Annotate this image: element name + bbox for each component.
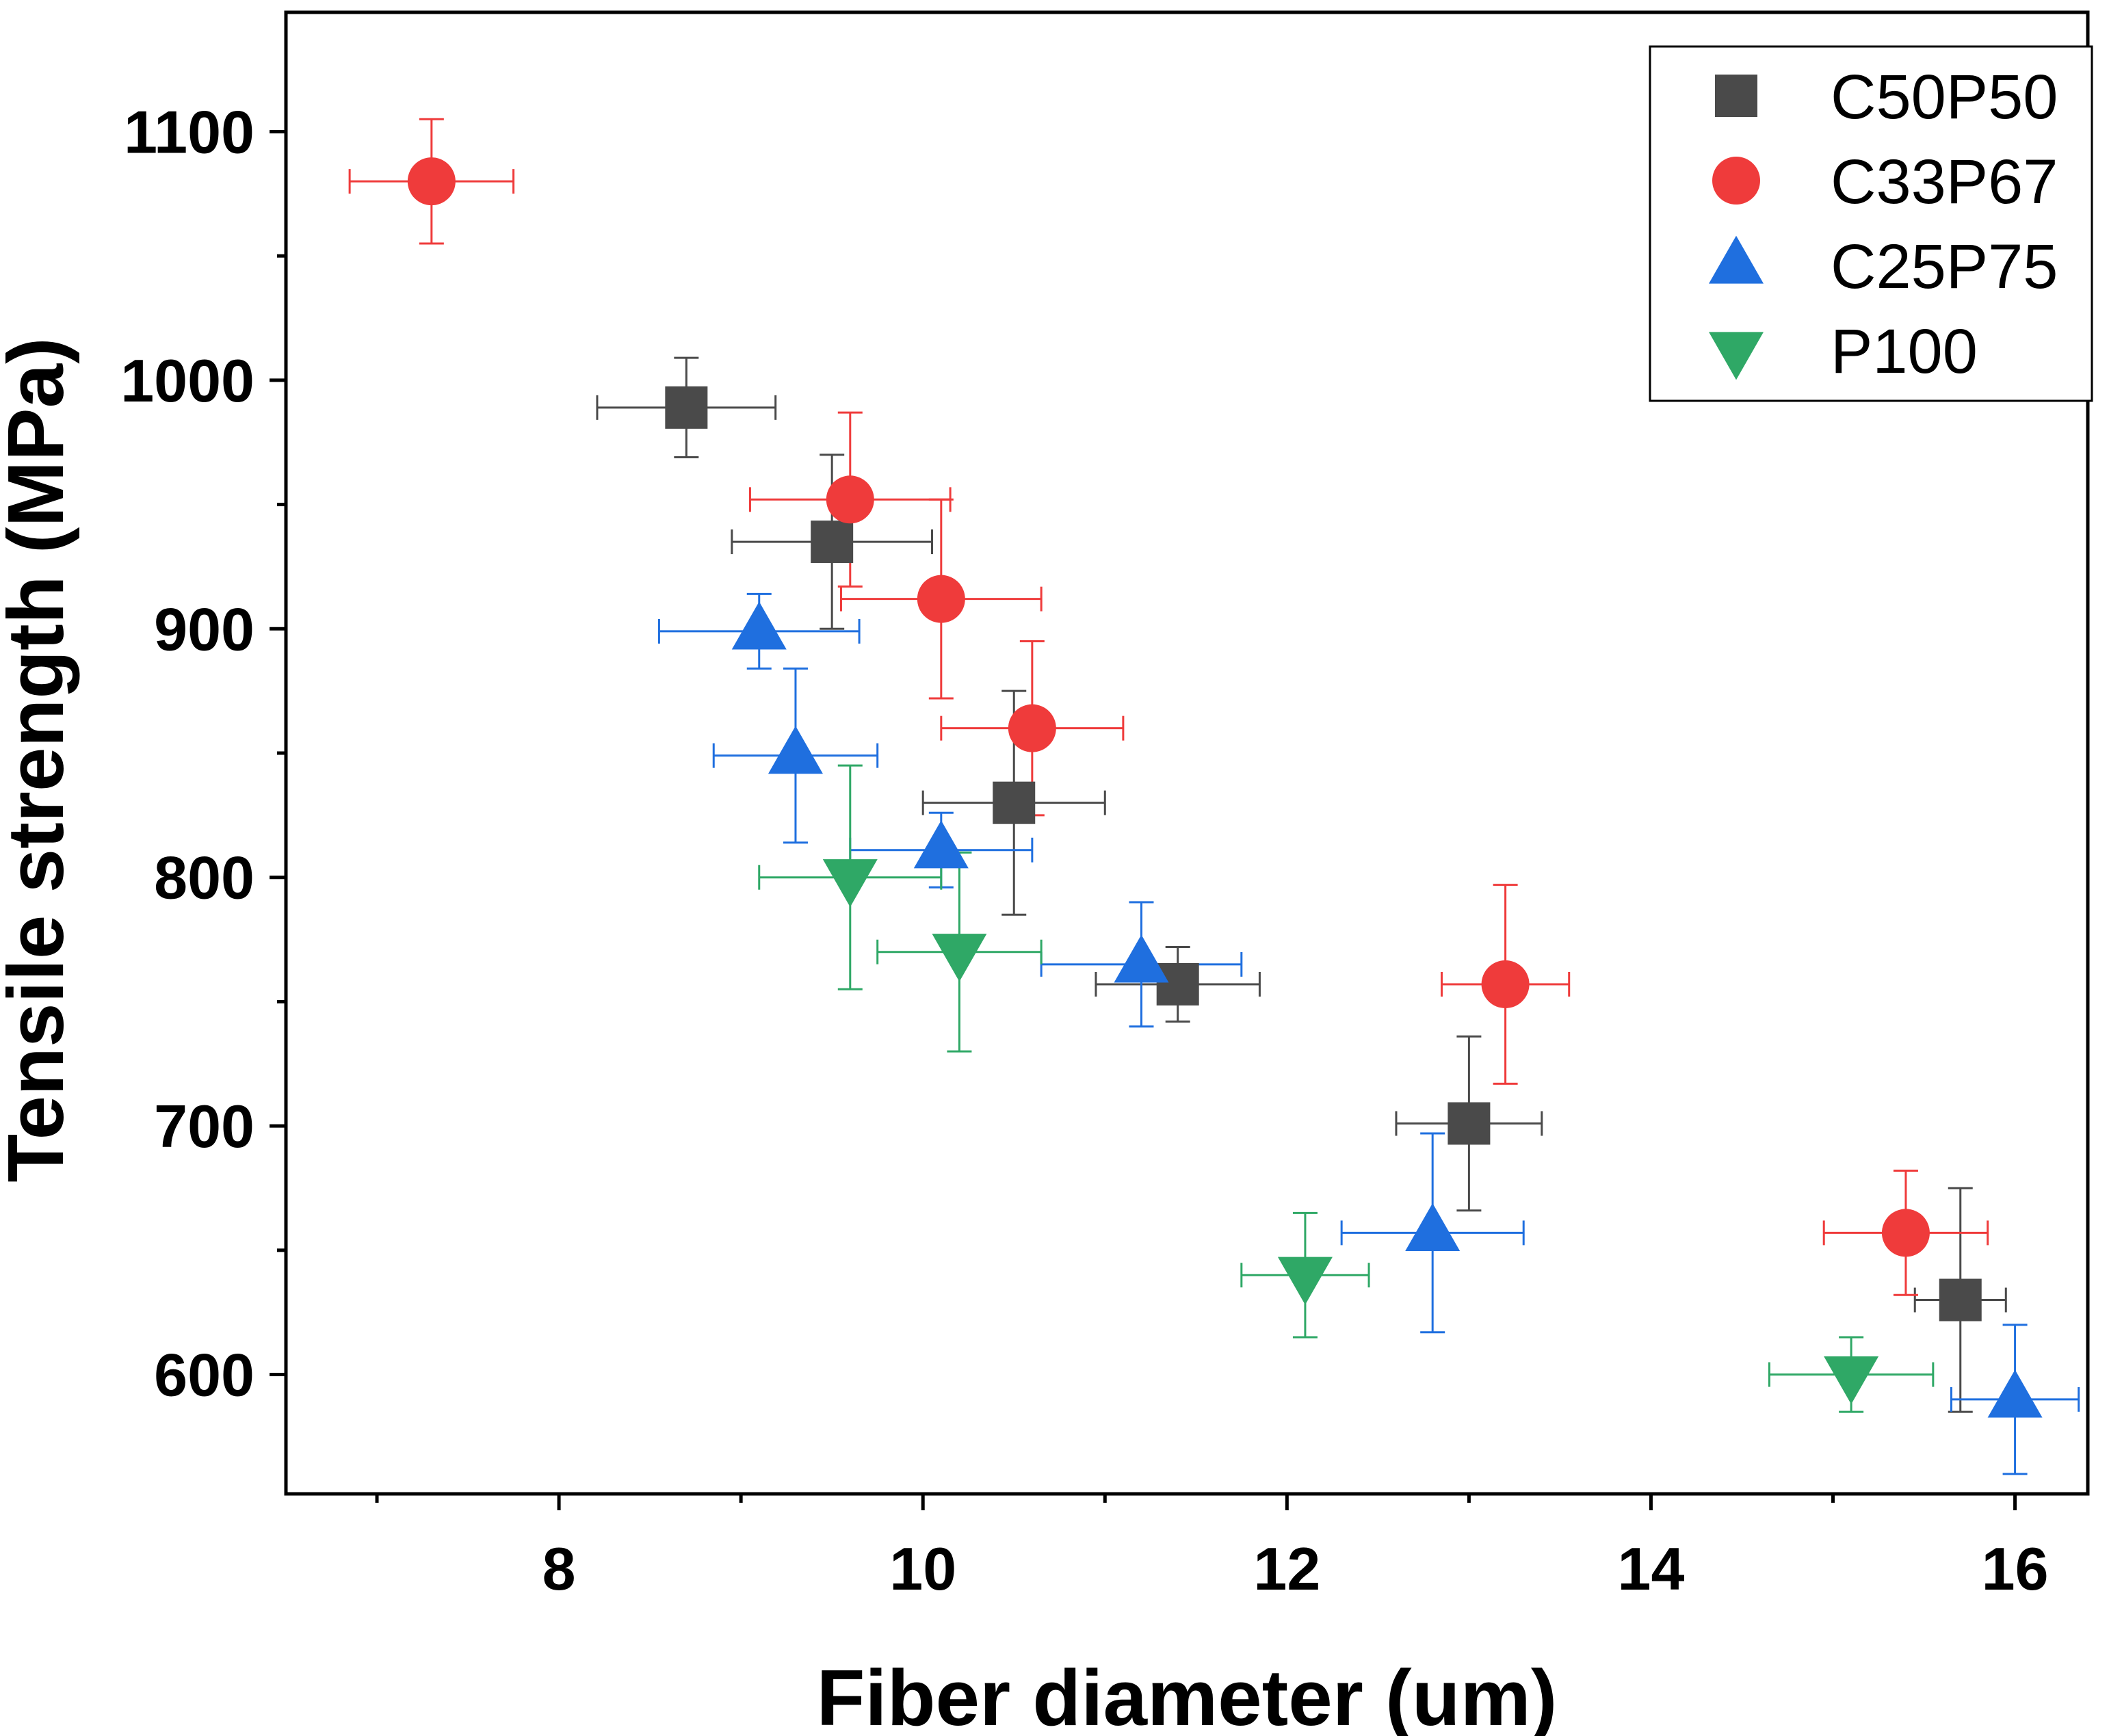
point-c33p67: [1881, 1209, 1930, 1257]
y-tick-label: 600: [154, 1341, 254, 1409]
point-c33p67: [917, 575, 965, 623]
legend: C50P50 C33P67 C25P75 P100: [1649, 45, 2093, 402]
axis-tick-labels: 8 10 12 14 16 600 700 800 900 1000 1100: [120, 98, 2048, 1603]
point-c25p75: [1114, 934, 1169, 983]
legend-item-c25p75: C25P75: [1709, 232, 2058, 302]
point-c25p75: [1405, 1203, 1460, 1252]
legend-marker-c25p75: [1709, 235, 1764, 284]
point-c50p50: [1156, 962, 1199, 1005]
point-c33p67: [407, 157, 456, 206]
y-tick-label: 900: [154, 595, 254, 663]
y-tick-label: 800: [154, 844, 254, 912]
point-c50p50: [993, 781, 1036, 824]
point-c33p67: [1481, 960, 1530, 1008]
y-axis-title: Tensile strength (MPa): [0, 337, 80, 1182]
x-tick-label: 14: [1618, 1535, 1685, 1603]
x-tick-label: 10: [889, 1535, 956, 1603]
point-p100: [822, 859, 878, 908]
y-tick-label: 1000: [120, 347, 254, 415]
markers-layer: [407, 157, 2043, 1418]
point-c50p50: [1939, 1278, 1982, 1321]
point-c25p75: [913, 820, 969, 869]
point-c50p50: [1448, 1102, 1491, 1145]
legend-label-p100: P100: [1831, 317, 1978, 386]
legend-label-c50p50: C50P50: [1831, 62, 2058, 132]
x-tick-label: 12: [1253, 1535, 1320, 1603]
x-tick-label: 8: [542, 1535, 576, 1603]
legend-item-c33p67: C33P67: [1712, 147, 2058, 217]
point-c25p75: [768, 726, 823, 774]
legend-marker-c33p67: [1712, 157, 1760, 205]
x-tick-label: 16: [1982, 1535, 2049, 1603]
legend-label-c33p67: C33P67: [1831, 147, 2058, 217]
point-p100: [1824, 1356, 1879, 1404]
point-c33p67: [1008, 704, 1056, 752]
legend-marker-p100: [1709, 332, 1764, 380]
point-c25p75: [1987, 1369, 2043, 1418]
x-axis-title: Fiber diameter (um): [817, 1653, 1558, 1736]
axis-ticks: [270, 129, 2017, 1510]
y-tick-label: 1100: [124, 98, 254, 166]
legend-items: C50P50 C33P67 C25P75 P100: [1709, 62, 2058, 386]
legend-label-c25p75: C25P75: [1831, 232, 2058, 302]
legend-item-p100: P100: [1709, 317, 1978, 386]
point-c50p50: [665, 386, 708, 429]
point-c33p67: [826, 475, 874, 524]
point-p100: [1277, 1257, 1333, 1305]
legend-marker-c50p50: [1715, 75, 1757, 117]
point-p100: [932, 934, 987, 982]
legend-item-c50p50: C50P50: [1715, 62, 2058, 132]
point-c50p50: [811, 521, 854, 564]
point-c25p75: [731, 601, 787, 650]
y-tick-label: 700: [154, 1092, 254, 1160]
